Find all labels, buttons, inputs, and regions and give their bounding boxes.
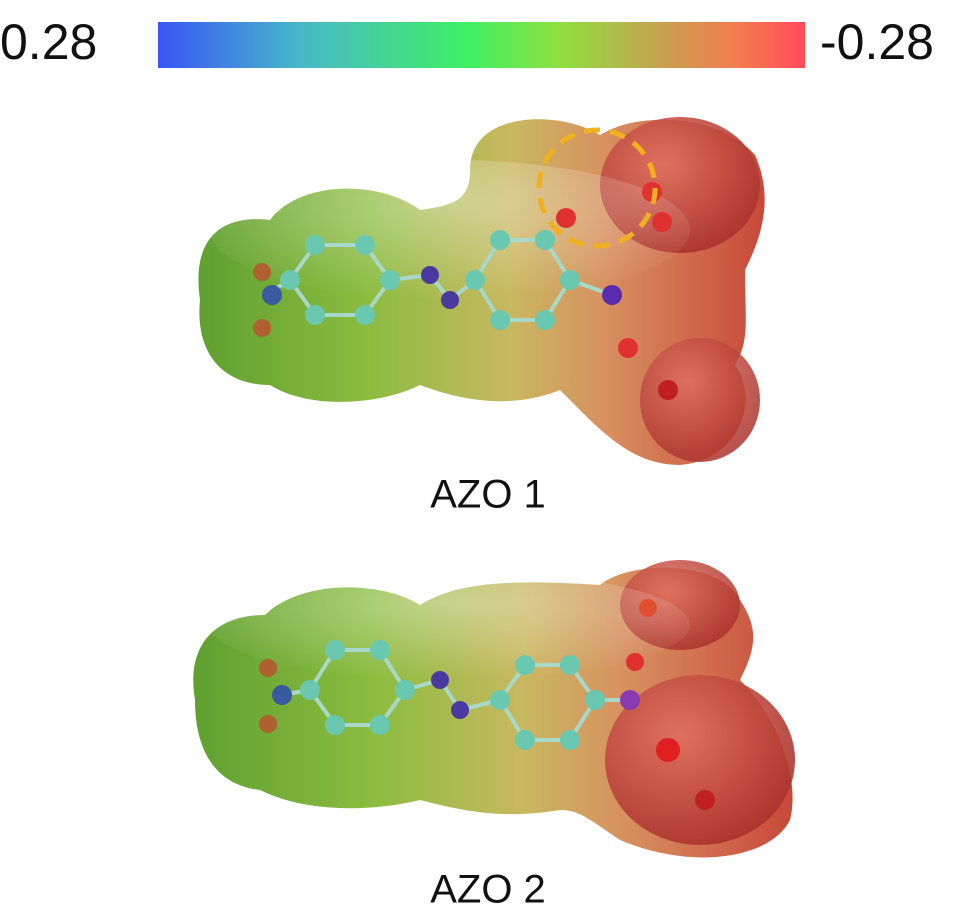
molecule-azo-1 bbox=[198, 117, 764, 465]
panel-label: AZO 2 bbox=[430, 868, 546, 912]
colorbar-right-label: -0.28 bbox=[820, 14, 934, 70]
molecule-azo-2 bbox=[193, 560, 795, 857]
colorbar-left-label: 0.28 bbox=[0, 14, 97, 70]
panel-label: AZO 1 bbox=[430, 473, 546, 517]
page: {"colorbar": {"left_label": "0.28", "rig… bbox=[0, 0, 974, 922]
figure: 0.28 -0.28 AZO 1 bbox=[0, 0, 974, 922]
colorbar bbox=[158, 22, 805, 68]
